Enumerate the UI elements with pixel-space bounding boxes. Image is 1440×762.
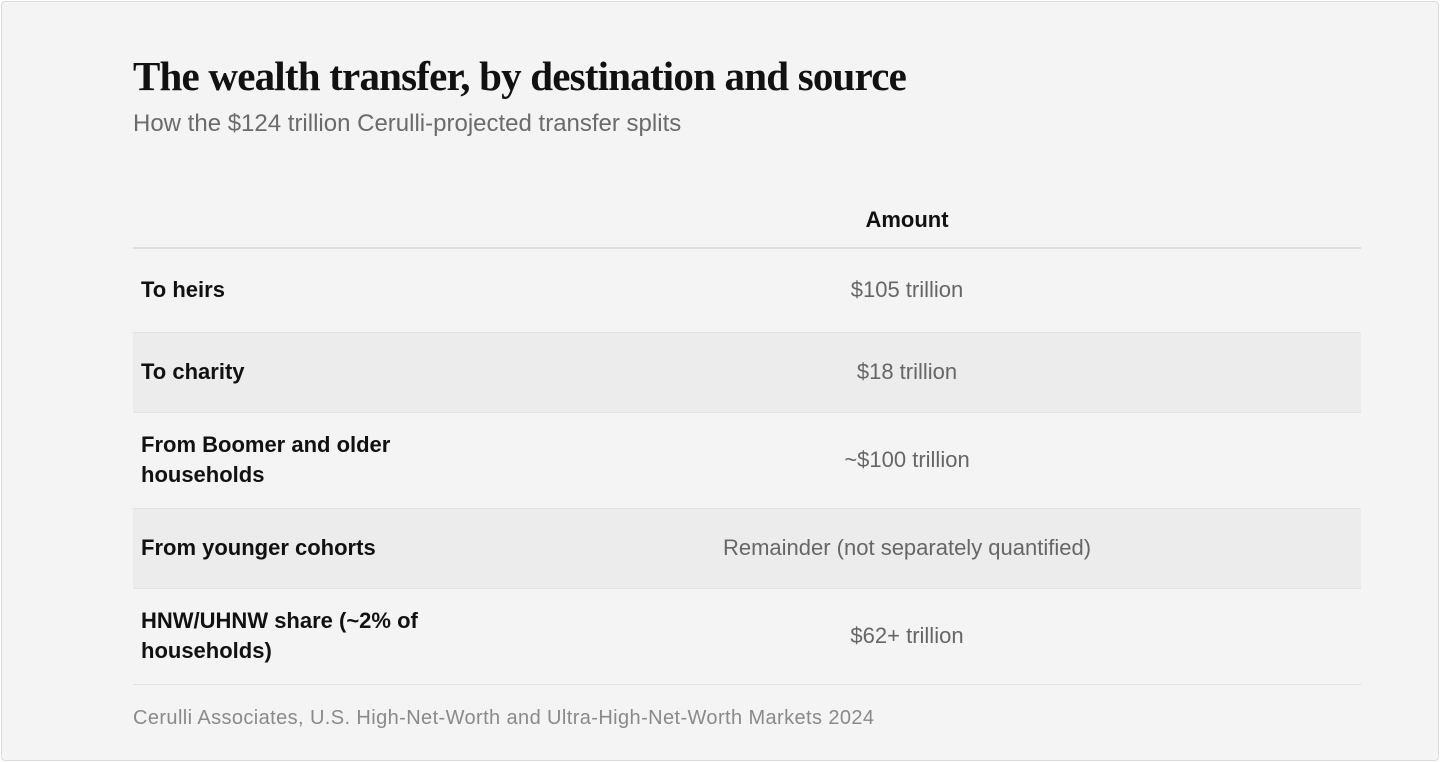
amount-cell: $18 trillion [453, 332, 1361, 413]
column-header: Amount [453, 192, 1361, 249]
amount-cell: ~$100 trillion [453, 412, 1361, 509]
table: Amount To heirs $105 trillion To charity $1… [133, 192, 1361, 685]
row-label: From younger cohorts [133, 508, 453, 589]
row-label: From Boomer and older households [133, 412, 453, 509]
row-label: To heirs [133, 248, 453, 333]
row-label: HNW/UHNW share (~2% of households) [133, 588, 453, 685]
table-head: Amount [133, 192, 1361, 249]
amount-cell: $105 trillion [453, 248, 1361, 333]
amount-cell: Remainder (not separately quantified) [453, 508, 1361, 589]
source: Cerulli Associates, U.S. High-Net-Worth … [133, 707, 875, 729]
table-row: To heirs $105 trillion [133, 248, 1361, 333]
title: The wealth transfer, by destination and … [133, 53, 907, 99]
table-row: From Boomer and older households ~$100 tr… [133, 412, 1361, 509]
amount-cell: $62+ trillion [453, 588, 1361, 685]
table-row: From younger cohorts Remainder (not separ… [133, 508, 1361, 589]
table-body: To heirs $105 trillion To charity $18 trill… [133, 248, 1361, 685]
header-row: Amount [133, 192, 1361, 249]
row-label: To charity [133, 332, 453, 413]
table-row: HNW/UHNW share (~2% of households) $62+ t… [133, 588, 1361, 685]
subtitle: How the $124 trillion Cerulli-projected … [133, 110, 682, 137]
table-row: To charity $18 trillion [133, 332, 1361, 413]
empty-header [133, 192, 453, 249]
